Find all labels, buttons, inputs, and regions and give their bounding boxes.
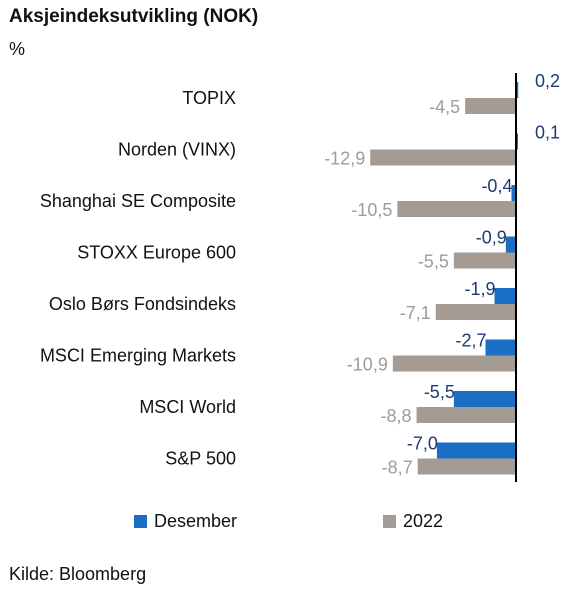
data-label-2022: -7,1 xyxy=(400,303,431,323)
data-label-2022: -10,9 xyxy=(347,355,388,375)
data-label-desember: -0,9 xyxy=(476,228,507,248)
bar-desember xyxy=(453,391,516,407)
data-label-desember: -7,0 xyxy=(407,434,438,454)
data-label-desember: -0,4 xyxy=(481,176,512,196)
data-label-desember: -5,5 xyxy=(424,382,455,402)
bar-2022 xyxy=(417,458,516,475)
bar-desember xyxy=(436,442,516,459)
data-label-2022: -8,7 xyxy=(382,458,413,478)
bar-chart: TOPIX 0,2 -4,5 Norden (VINX) 0,1 -12,9 Shangha… xyxy=(40,71,560,482)
legend-swatch-desember xyxy=(134,515,147,528)
bar-desember xyxy=(494,288,516,304)
category-label: TOPIX xyxy=(182,88,236,108)
category-label: Shanghai SE Composite xyxy=(40,191,236,211)
legend-item-desember: Desember xyxy=(134,511,237,532)
data-label-2022: -8,8 xyxy=(381,406,412,426)
category-label: S&P 500 xyxy=(165,449,236,469)
bar-2022 xyxy=(453,252,516,269)
category-label: MSCI Emerging Markets xyxy=(40,346,236,366)
category-label: Oslo Børs Fondsindeks xyxy=(49,294,236,314)
data-label-desember: -2,7 xyxy=(455,331,486,351)
source-note: Kilde: Bloomberg xyxy=(9,564,147,584)
legend-swatch-2022 xyxy=(383,515,396,528)
bar-desember xyxy=(485,339,516,356)
data-label-desember: -1,9 xyxy=(464,279,495,299)
data-label-2022: -10,5 xyxy=(351,200,392,220)
data-label-2022: -5,5 xyxy=(418,252,449,272)
data-label-desember: 0,2 xyxy=(535,71,560,91)
legend-label-2022: 2022 xyxy=(403,511,444,531)
bar-2022 xyxy=(397,201,516,217)
bar-desember xyxy=(505,236,516,253)
bar-2022 xyxy=(370,149,516,166)
data-label-2022: -12,9 xyxy=(324,149,365,169)
bar-2022 xyxy=(435,304,516,320)
bar-2022 xyxy=(465,98,516,114)
unit-label: % xyxy=(9,39,26,59)
bar-desember xyxy=(511,185,516,201)
data-label-desember: 0,1 xyxy=(535,123,560,143)
bar-2022 xyxy=(416,407,516,423)
category-label: Norden (VINX) xyxy=(118,140,236,160)
legend-item-2022: 2022 xyxy=(383,511,443,532)
legend-label-desember: Desember xyxy=(154,511,238,531)
category-label: MSCI World xyxy=(139,397,236,417)
category-label: STOXX Europe 600 xyxy=(77,243,236,263)
bar-2022 xyxy=(392,355,516,372)
data-label-2022: -4,5 xyxy=(429,97,460,117)
bar-desember xyxy=(516,82,519,98)
chart-title: Aksjeindeksutvikling (NOK) xyxy=(9,6,259,27)
